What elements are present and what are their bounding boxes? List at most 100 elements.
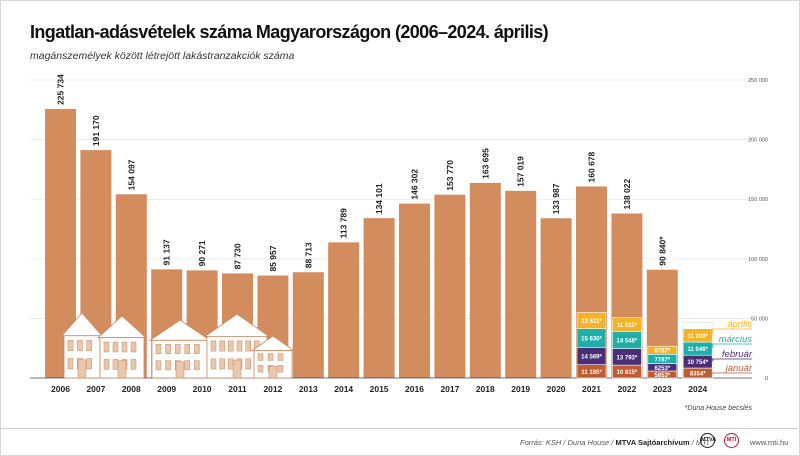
x-tick-label: 2019	[511, 384, 530, 394]
x-tick-label: 2016	[405, 384, 424, 394]
monthly-value-label: 10 754*	[687, 360, 708, 366]
legend-label: április	[727, 319, 752, 330]
x-tick-label: 2022	[617, 384, 636, 394]
house-part	[67, 340, 74, 351]
house-part	[245, 340, 251, 352]
house-part	[245, 358, 251, 370]
bar	[363, 218, 395, 378]
house-part	[112, 341, 119, 353]
bar-value-label: 225 734	[56, 74, 66, 105]
monthly-value-label: 14 569*	[581, 354, 602, 360]
house-part	[184, 360, 191, 371]
monthly-value-label: 6787*	[654, 349, 670, 355]
house-part	[86, 358, 92, 370]
bar	[328, 242, 360, 378]
monthly-value-label: 11 511*	[617, 323, 638, 329]
bar-value-label: 157 019	[516, 156, 526, 187]
monthly-value-label: 13 511*	[581, 319, 602, 325]
bar	[505, 190, 537, 378]
house-part	[268, 365, 278, 379]
house-illustration	[250, 335, 296, 379]
house-part	[194, 344, 200, 354]
house-part	[228, 340, 234, 352]
x-tick-label: 2015	[370, 384, 389, 394]
x-tick-label: 2012	[263, 384, 282, 394]
house-part	[112, 359, 119, 370]
x-tick-label: 2014	[334, 384, 353, 394]
house-part	[174, 344, 181, 354]
house-part	[130, 341, 137, 353]
house-part	[219, 358, 225, 370]
source-url: www.mti.hu	[750, 438, 789, 447]
house-part	[103, 341, 110, 353]
house-part	[184, 344, 191, 354]
y-tick-label: 150 000	[748, 197, 768, 203]
bar-value-label: 133 987	[551, 183, 561, 214]
monthly-value-label: 15 630*	[581, 336, 602, 342]
monthly-value-label: 11 200*	[688, 334, 709, 340]
bar-value-label: 138 022	[622, 178, 632, 209]
house-part	[194, 360, 200, 371]
bar-value-label: 90 271	[197, 240, 207, 266]
house-part	[267, 353, 274, 361]
bar-value-label: 153 770	[445, 160, 455, 191]
bar	[434, 194, 466, 378]
legend-leader-line	[711, 358, 714, 362]
chart-title: Ingatlan-adásvételek száma Magyarországo…	[30, 22, 549, 42]
x-tick-label: 2023	[653, 384, 672, 394]
bar	[292, 272, 324, 378]
bar-value-label: 163 695	[480, 148, 490, 179]
bar-value-label: 146 302	[410, 169, 420, 200]
chart-subtitle: magánszemélyek között létrejött lakástra…	[30, 50, 295, 62]
house-part	[155, 344, 162, 354]
bar	[469, 182, 501, 378]
x-tick-label: 2008	[122, 384, 141, 394]
house-part	[219, 340, 225, 352]
house-part	[77, 359, 87, 379]
y-tick-label: 100 000	[748, 257, 768, 263]
house-part	[117, 360, 127, 379]
x-tick-label: 2011	[228, 384, 247, 394]
house-part	[77, 340, 83, 351]
house-part	[121, 341, 128, 353]
monthly-value-label: 14 548*	[617, 338, 638, 344]
monthly-segment	[576, 312, 607, 329]
legend-label: március	[719, 334, 753, 345]
x-tick-label: 2021	[582, 384, 601, 394]
monthly-value-label: 8354*	[690, 372, 706, 378]
x-tick-label: 2020	[547, 384, 566, 394]
legend-label: február	[722, 349, 753, 360]
y-tick-label: 50 000	[751, 316, 768, 322]
legend-leader-line	[711, 328, 714, 336]
x-tick-label: 2018	[476, 384, 495, 394]
monthly-value-label: 6253*	[654, 366, 670, 372]
monthly-value-label: 10 815*	[617, 370, 638, 376]
source-archive: MTVA Sajtóarchívum	[615, 438, 690, 447]
bar-value-label: 134 101	[374, 183, 384, 214]
bar-value-label: 88 713	[303, 242, 313, 268]
monthly-value-label: 11 046*	[688, 347, 709, 353]
house-part	[210, 358, 217, 370]
bar-value-label: 91 137	[162, 239, 172, 265]
house-illustration	[148, 319, 212, 379]
bar-value-label: 87 730	[233, 243, 243, 269]
x-tick-label: 2006	[51, 384, 70, 394]
monthly-segment	[612, 317, 642, 332]
y-tick-label: 250 000	[748, 78, 768, 84]
monthly-value-label: 5853*	[654, 373, 670, 379]
house-part	[130, 359, 137, 370]
bar-value-label: 113 789	[339, 208, 349, 239]
source-prefix: Forrás: KSH / Duna House /	[520, 438, 616, 447]
y-tick-label: 0	[765, 376, 768, 382]
bar-value-label: 191 170	[91, 115, 101, 146]
x-tick-label: 2007	[86, 384, 105, 394]
x-tick-label: 2024	[688, 384, 707, 394]
legend-leader-line	[711, 343, 714, 349]
monthly-segment	[647, 345, 678, 355]
bar	[399, 203, 430, 378]
x-tick-label: 2010	[193, 384, 212, 394]
monthly-value-label: 13 793*	[617, 355, 638, 361]
house-part	[232, 359, 242, 379]
house-part	[67, 358, 74, 370]
